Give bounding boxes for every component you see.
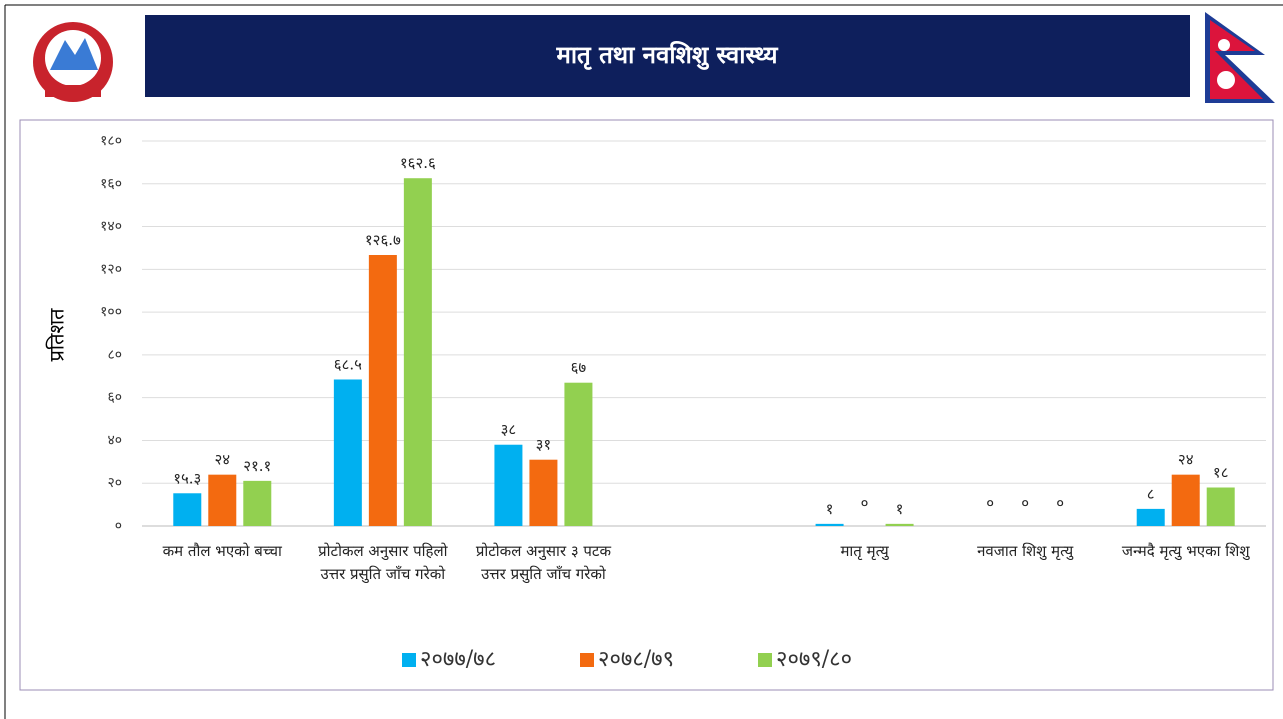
data-label: १२६.७ [365,231,401,249]
data-label: ३१ [536,436,552,454]
bar [1206,487,1235,526]
data-label: ६७ [571,359,587,377]
data-label: ० [1056,494,1064,512]
data-label: २४ [1178,451,1194,469]
legend-swatch [580,653,594,667]
data-label: ० [986,494,994,512]
bar [243,480,272,526]
chart-frame [19,119,1274,691]
y-tick-label: १६० [100,176,122,192]
x-tick-label: प्रोटोकल अनुसार ३ पटक उत्तर प्रसुति जाँच… [475,542,612,583]
y-tick-label: ८० [107,347,122,363]
bar [333,379,362,526]
bar [529,459,558,526]
data-label: ६८.५ [334,355,362,373]
bar [173,493,202,526]
y-tick-label: १०० [100,304,122,320]
bar [403,178,432,526]
bar [564,382,593,526]
data-label: १८ [1213,464,1229,482]
legend-label: २०७८/७९ [598,647,674,672]
y-tick-label: ० [115,518,122,534]
y-tick-label: २० [107,475,122,491]
x-tick-label: मातृ मृत्यु [840,542,889,560]
legend-swatch [758,653,772,667]
data-label: १ [826,500,834,518]
legend-swatch [402,653,416,667]
title: मातृ तथा नवशिशु स्वास्थ्य [555,41,778,70]
bar [368,255,397,526]
x-tick-label: कम तौल भएको बच्चा [162,542,282,560]
bar [208,474,237,526]
x-tick-label: प्रोटोकल अनुसार पहिलो उत्तर प्रसुति जाँच… [318,542,448,583]
data-label: २४ [214,451,230,469]
y-tick-label: ६० [107,390,122,406]
data-label: ३८ [501,421,517,439]
y-tick-label: १८० [100,133,122,149]
y-tick-label: १२० [100,261,122,277]
y-axis-label: प्रतिशत [45,308,69,362]
title-bar [145,15,1190,97]
x-tick-label: नवजात शिशु मृत्यु [977,542,1074,560]
data-label: १६२.६ [400,154,436,172]
bar [885,523,914,526]
data-label: १५.३ [173,469,201,487]
bar [1136,508,1165,526]
data-label: ० [861,494,869,512]
bar [494,444,523,526]
legend-label: २०७७/७८ [420,647,496,672]
bar [815,523,844,526]
flag [1205,12,1275,103]
data-label: २१.१ [243,457,271,475]
x-tick-label: जन्मदै मृत्यु भएका शिशु [1121,542,1250,560]
y-tick-label: १४० [100,219,122,235]
legend-label: २०७९/८० [776,647,852,672]
bar [1171,474,1200,526]
emblem [33,22,113,102]
data-label: ८ [1147,485,1155,503]
data-label: ० [1021,494,1029,512]
data-label: १ [896,500,904,518]
y-tick-label: ४० [107,432,122,448]
